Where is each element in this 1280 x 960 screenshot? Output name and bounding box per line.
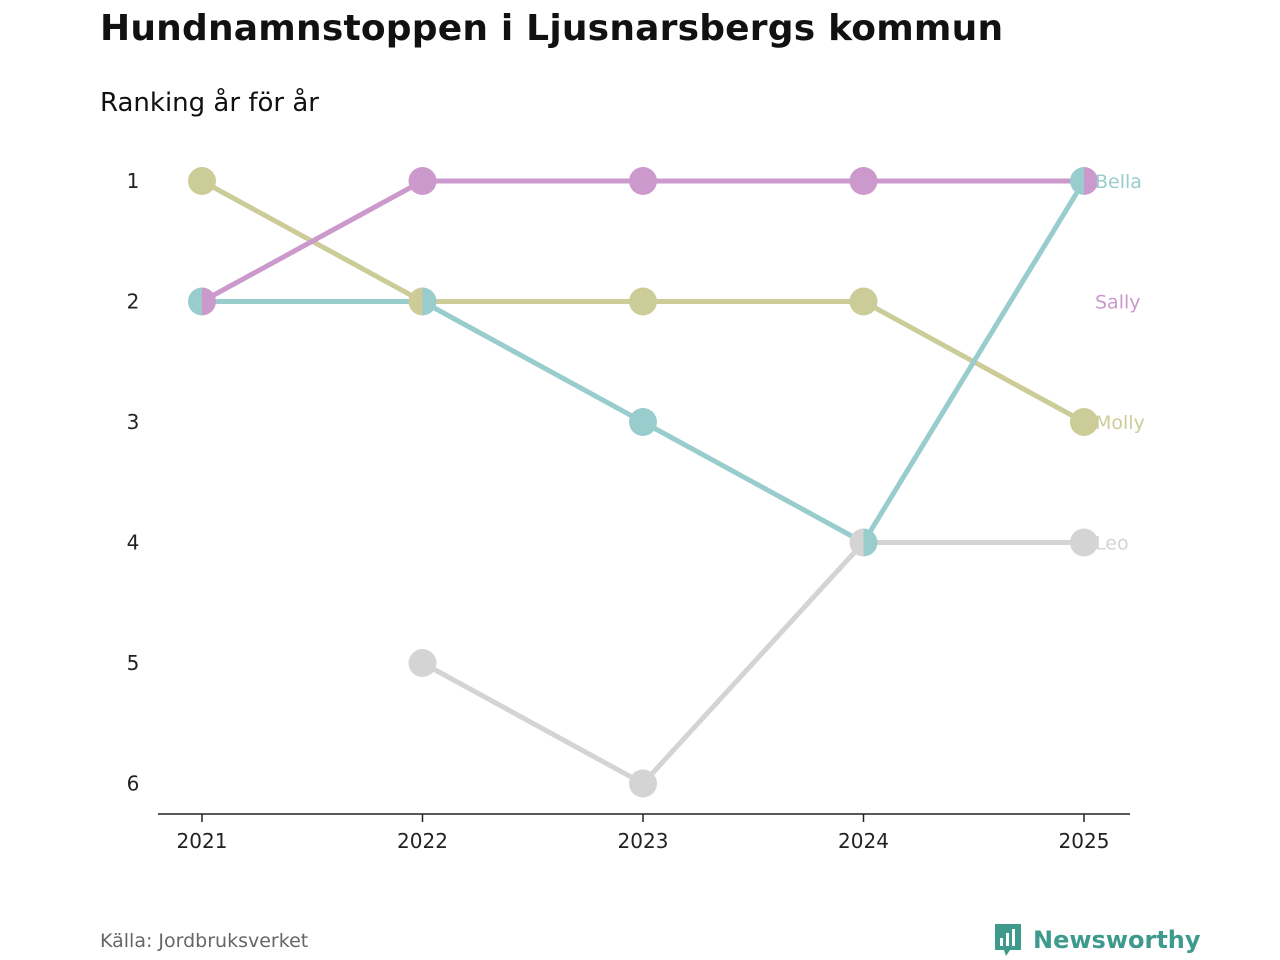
series-line-sally	[199, 178, 1087, 304]
y-tick-label: 5	[127, 651, 140, 675]
chart-title: Hundnamnstoppen i Ljusnarsbergs kommun	[100, 8, 1004, 49]
series-label-bella: Bella	[1095, 171, 1142, 193]
point-molly	[188, 167, 216, 195]
y-tick-label: 1	[127, 169, 140, 193]
point-molly	[408, 287, 423, 316]
brand-name: Newsworthy	[1033, 926, 1201, 954]
brand-logo: Newsworthy	[993, 922, 1201, 958]
chart-subtitle: Ranking år för år	[100, 88, 319, 118]
source-note: Källa: Jordbruksverket	[100, 930, 309, 952]
point-leo	[849, 528, 864, 557]
point-bella	[863, 528, 878, 557]
point-sally	[202, 287, 216, 316]
series-label-leo: Leo	[1095, 533, 1129, 555]
series-points	[188, 167, 1098, 798]
point-leo	[1070, 528, 1098, 557]
point-molly	[849, 287, 878, 316]
newsworthy-logo-icon	[995, 924, 1021, 956]
point-sally	[1084, 167, 1098, 195]
point-bella	[1070, 167, 1084, 195]
point-bella	[422, 287, 437, 316]
y-tick-label: 6	[127, 772, 140, 796]
point-leo	[408, 649, 437, 677]
x-tick-label: 2021	[177, 829, 228, 853]
series-lines	[199, 178, 1087, 786]
series-label-molly: Molly	[1095, 412, 1145, 434]
x-tick-label: 2022	[397, 829, 448, 853]
point-bella	[629, 408, 657, 436]
point-molly	[629, 287, 657, 316]
y-tick-label: 2	[127, 290, 140, 314]
point-sally	[849, 167, 878, 195]
point-bella	[188, 287, 202, 316]
series-line-bella	[199, 178, 1087, 545]
x-tick-label: 2024	[838, 829, 889, 853]
point-sally	[408, 167, 437, 195]
point-molly	[1070, 408, 1098, 436]
y-tick-label: 3	[127, 410, 140, 434]
series-labels: Leo Molly Bella Sally	[1095, 171, 1145, 555]
x-tick-label: 2025	[1059, 829, 1110, 853]
x-axis-ticks: 2021 2022 2023 2024 2025	[177, 814, 1110, 853]
x-tick-label: 2023	[618, 829, 669, 853]
point-leo	[629, 769, 657, 798]
point-sally	[629, 167, 657, 195]
y-tick-label: 4	[127, 531, 140, 555]
series-label-sally: Sally	[1095, 292, 1141, 314]
series-line-leo	[420, 540, 1087, 786]
y-axis-ticks: 1 2 3 4 5 6	[127, 169, 140, 796]
